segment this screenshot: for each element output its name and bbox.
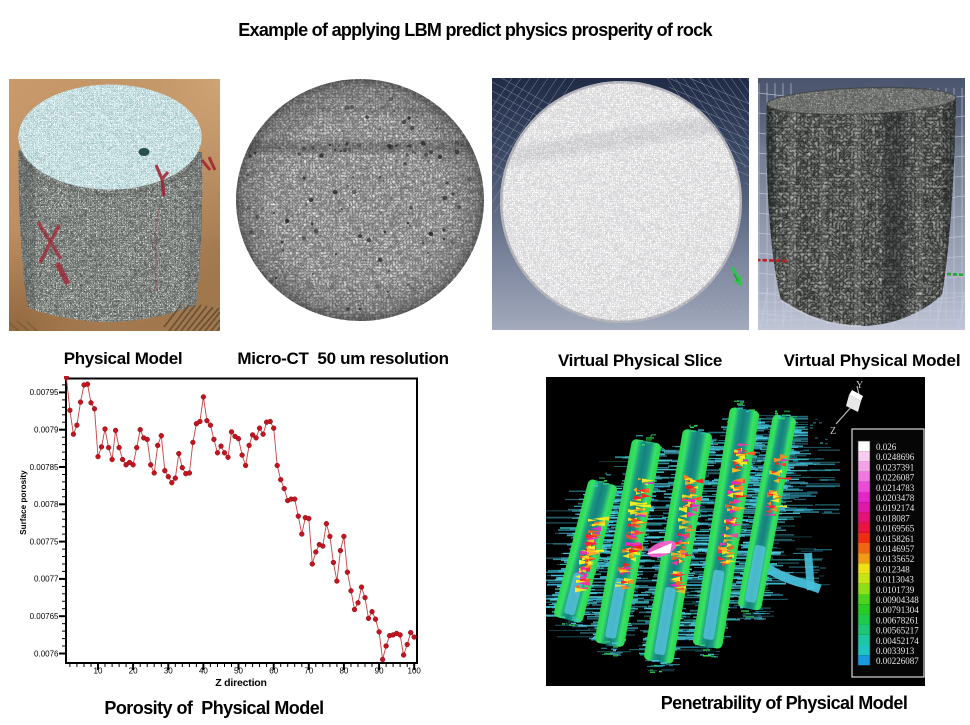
svg-text:0.0146957: 0.0146957 (876, 544, 915, 554)
svg-text:0.0169565: 0.0169565 (876, 524, 915, 534)
svg-text:0.0077: 0.0077 (34, 575, 59, 584)
svg-text:0.0237391: 0.0237391 (876, 462, 914, 472)
svg-text:Surface porosity: Surface porosity (19, 470, 28, 535)
svg-text:0.012348: 0.012348 (876, 564, 910, 574)
svg-text:50: 50 (234, 667, 243, 676)
svg-text:0.0033913: 0.0033913 (876, 646, 915, 656)
svg-text:0.0101739: 0.0101739 (876, 585, 915, 595)
svg-text:20: 20 (129, 667, 138, 676)
svg-text:Y: Y (856, 380, 863, 391)
svg-text:0.0248696: 0.0248696 (876, 452, 915, 462)
svg-text:0.00791304: 0.00791304 (876, 605, 919, 615)
svg-text:0.00795: 0.00795 (30, 388, 59, 397)
svg-text:0.0203478: 0.0203478 (876, 493, 915, 503)
svg-text:0.0214783: 0.0214783 (876, 483, 915, 493)
svg-text:0.0113043: 0.0113043 (876, 575, 914, 585)
svg-text:0.00226087: 0.00226087 (876, 656, 919, 666)
svg-text:90: 90 (375, 667, 384, 676)
svg-text:100: 100 (408, 667, 422, 676)
svg-text:0.0076: 0.0076 (34, 649, 59, 658)
svg-text:0.026: 0.026 (876, 442, 897, 452)
svg-text:80: 80 (339, 667, 348, 676)
svg-text:Z: Z (830, 426, 836, 437)
svg-text:0.0079: 0.0079 (34, 426, 59, 435)
svg-text:10: 10 (94, 667, 103, 676)
svg-text:0.0158261: 0.0158261 (876, 534, 914, 544)
svg-text:30: 30 (164, 667, 173, 676)
svg-text:70: 70 (304, 667, 313, 676)
svg-text:Z direction: Z direction (215, 677, 266, 689)
svg-text:0.00678261: 0.00678261 (876, 615, 919, 625)
svg-text:40: 40 (199, 667, 208, 676)
svg-text:0.0078: 0.0078 (34, 500, 59, 509)
svg-text:0.018087: 0.018087 (876, 513, 910, 523)
svg-text:0.0192174: 0.0192174 (876, 503, 915, 513)
svg-text:0.00775: 0.00775 (30, 537, 59, 546)
svg-text:0.00904348: 0.00904348 (876, 595, 919, 605)
svg-text:0.00452174: 0.00452174 (876, 636, 919, 646)
svg-text:0.00785: 0.00785 (30, 463, 59, 472)
svg-text:60: 60 (269, 667, 278, 676)
svg-text:0.00565217: 0.00565217 (876, 626, 919, 636)
svg-text:0.0135652: 0.0135652 (876, 554, 914, 564)
svg-text:0.00765: 0.00765 (30, 612, 59, 621)
svg-text:0.0226087: 0.0226087 (876, 473, 915, 483)
